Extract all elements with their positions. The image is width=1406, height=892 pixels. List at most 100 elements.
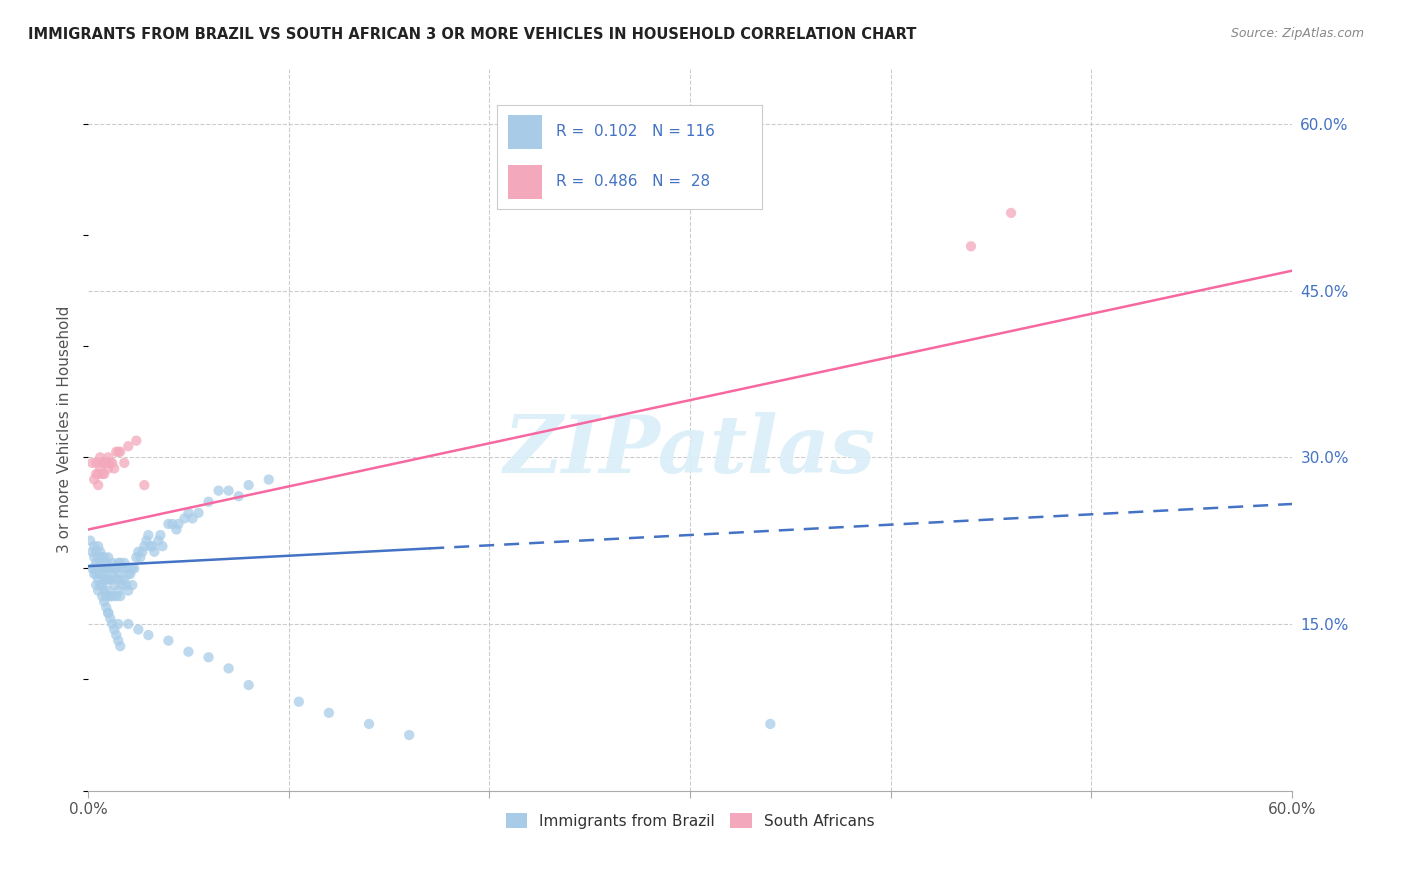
Point [98, 456, 121, 470]
Point [82, 561, 104, 575]
Point [127, 545, 149, 559]
Point [960, 239, 983, 253]
Point [173, 511, 195, 525]
Point [110, 573, 132, 587]
Point [82, 545, 104, 559]
Point [105, 589, 128, 603]
Point [111, 561, 134, 575]
Point [84, 566, 107, 581]
Point [125, 434, 148, 448]
Point [82, 456, 104, 470]
Point [97, 461, 120, 475]
Point [87, 573, 110, 587]
Point [357, 717, 380, 731]
Point [134, 478, 156, 492]
Point [107, 583, 129, 598]
Point [398, 728, 420, 742]
Point [103, 623, 125, 637]
Point [97, 583, 120, 598]
Point [97, 450, 120, 465]
Point [238, 678, 260, 692]
Point [84, 456, 107, 470]
Point [141, 539, 163, 553]
Text: IMMIGRANTS FROM BRAZIL VS SOUTH AFRICAN 3 OR MORE VEHICLES IN HOUSEHOLD CORRELAT: IMMIGRANTS FROM BRAZIL VS SOUTH AFRICAN … [28, 27, 917, 42]
Point [83, 550, 105, 565]
Point [110, 444, 132, 458]
Point [98, 611, 121, 625]
Point [157, 633, 180, 648]
Point [89, 545, 111, 559]
Point [97, 606, 120, 620]
Point [218, 483, 240, 498]
Point [138, 528, 160, 542]
Point [117, 439, 139, 453]
Point [84, 467, 107, 481]
Point [79, 533, 101, 548]
Point [107, 444, 129, 458]
Point [134, 539, 156, 553]
Point [218, 661, 240, 675]
Point [103, 561, 125, 575]
Point [93, 595, 115, 609]
Point [101, 456, 124, 470]
Point [93, 550, 115, 565]
Point [105, 561, 128, 575]
Point [129, 550, 152, 565]
Point [138, 628, 160, 642]
Point [318, 706, 340, 720]
Point [97, 561, 120, 575]
Point [97, 550, 120, 565]
Point [97, 606, 120, 620]
Point [91, 556, 114, 570]
Point [105, 573, 128, 587]
Point [98, 561, 121, 575]
Point [121, 578, 143, 592]
Point [181, 511, 204, 525]
Y-axis label: 3 or more Vehicles in Household: 3 or more Vehicles in Household [58, 306, 72, 553]
Point [238, 478, 260, 492]
Point [149, 528, 172, 542]
Point [87, 550, 110, 565]
Point [96, 456, 118, 470]
Point [87, 478, 110, 492]
Point [257, 473, 280, 487]
Point [87, 583, 110, 598]
Point [93, 467, 115, 481]
Point [110, 556, 132, 570]
Point [111, 578, 134, 592]
Point [127, 623, 149, 637]
Point [91, 566, 114, 581]
Point [84, 578, 107, 592]
Point [87, 539, 110, 553]
Point [177, 506, 200, 520]
Point [93, 583, 115, 598]
Point [83, 566, 105, 581]
Point [105, 444, 128, 458]
Point [177, 645, 200, 659]
Point [120, 566, 142, 581]
Point [759, 717, 782, 731]
Point [87, 561, 110, 575]
Point [103, 578, 125, 592]
Point [115, 578, 138, 592]
Point [91, 456, 114, 470]
Point [110, 639, 132, 653]
Point [96, 600, 118, 615]
Point [91, 578, 114, 592]
Point [115, 561, 138, 575]
Point [107, 566, 129, 581]
Point [96, 573, 118, 587]
Point [91, 550, 114, 565]
Point [117, 583, 139, 598]
Point [107, 556, 129, 570]
Point [197, 495, 219, 509]
Point [197, 650, 219, 665]
Point [112, 456, 135, 470]
Point [91, 467, 114, 481]
Point [83, 473, 105, 487]
Point [98, 573, 121, 587]
Point [93, 561, 115, 575]
Point [143, 545, 166, 559]
Point [157, 516, 180, 531]
Point [167, 516, 190, 531]
